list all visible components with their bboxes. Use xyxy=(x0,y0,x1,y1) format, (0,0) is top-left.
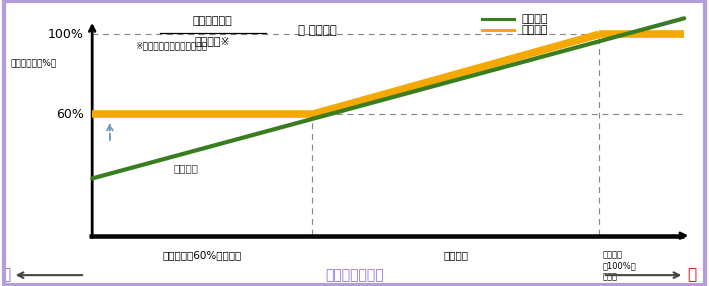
Text: ＝ 評価水準: ＝ 評価水準 xyxy=(298,24,337,37)
Text: 見直し後: 見直し後 xyxy=(521,25,547,35)
Text: 補正なし: 補正なし xyxy=(443,250,468,260)
Text: 低: 低 xyxy=(1,268,11,283)
Text: 相続税評価額: 相続税評価額 xyxy=(193,16,233,26)
Text: 60%: 60% xyxy=(56,108,84,121)
Text: 100%: 100% xyxy=(48,28,84,41)
Text: 評　価　水　準: 評 価 水 準 xyxy=(325,268,384,282)
Text: 評価水準: 評価水準 xyxy=(174,163,199,173)
Text: 評価水準
が100%と
なる層: 評価水準 が100%と なる層 xyxy=(603,250,637,281)
Text: （評価水準：%）: （評価水準：%） xyxy=(11,58,57,67)
Text: 評価水準が60%となる層: 評価水準が60%となる層 xyxy=(162,250,242,260)
Text: 高: 高 xyxy=(688,268,697,283)
Text: ※市場価格＝市場価格理論値: ※市場価格＝市場価格理論値 xyxy=(135,41,207,50)
Text: 市場価格※: 市場価格※ xyxy=(195,36,230,46)
Text: 見直し前: 見直し前 xyxy=(521,14,547,23)
